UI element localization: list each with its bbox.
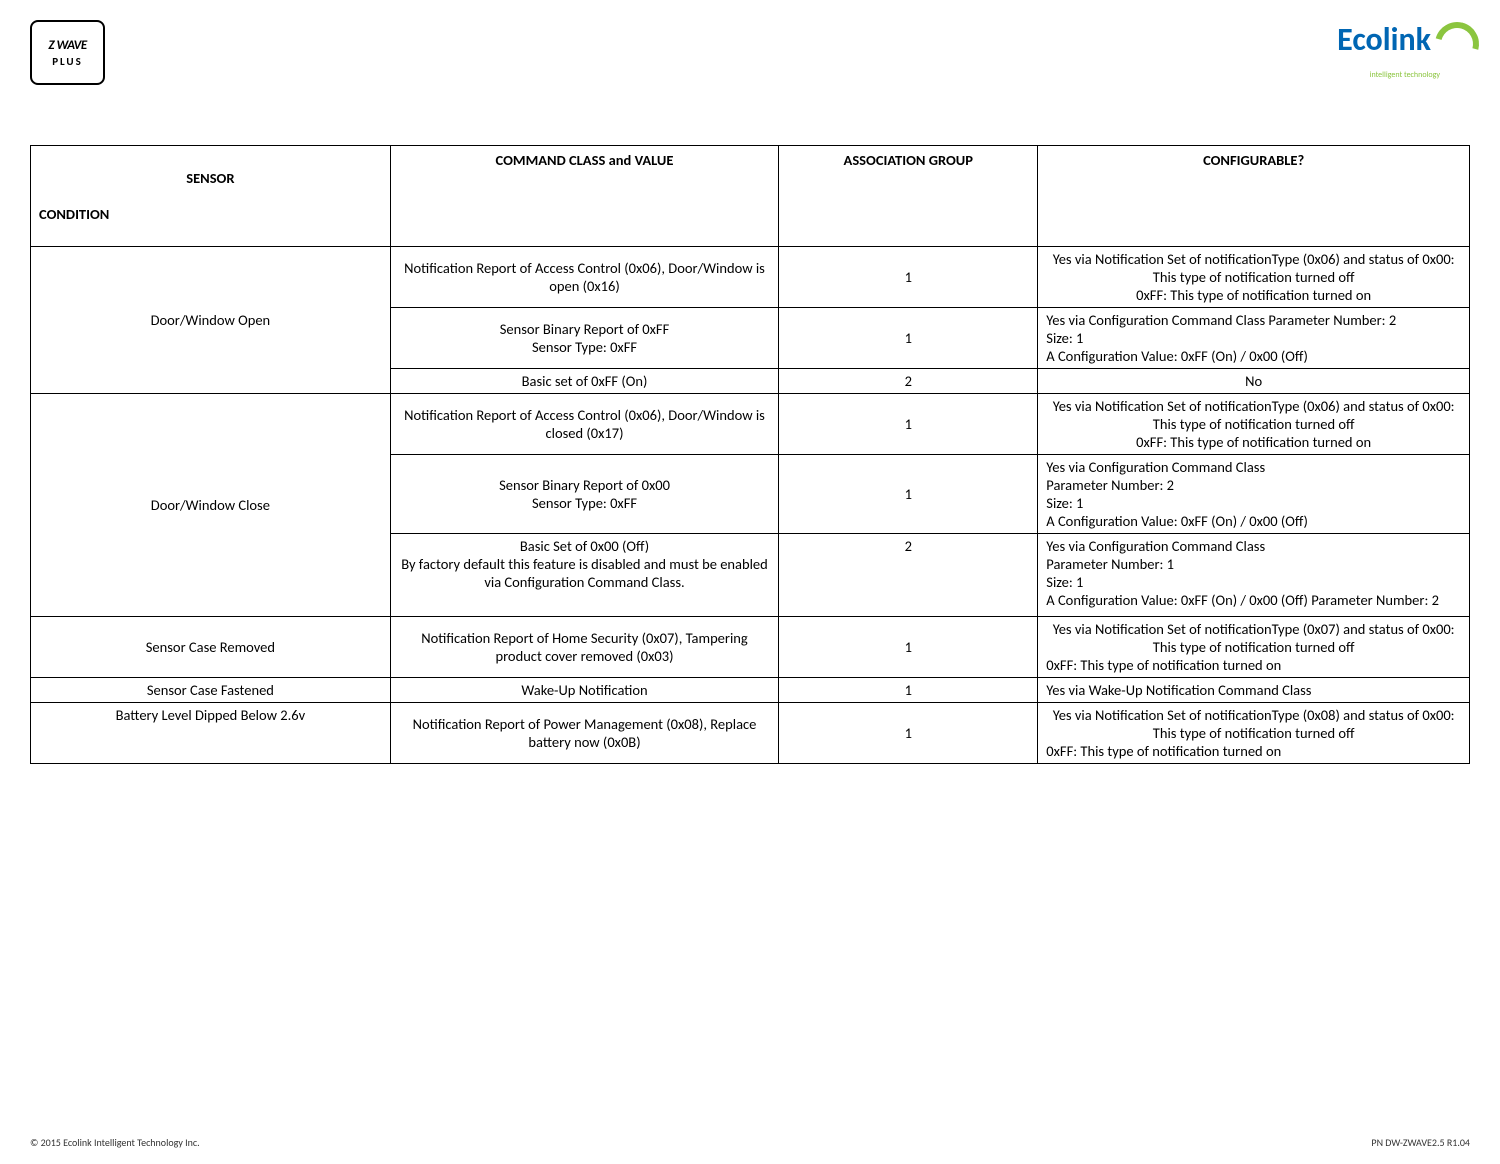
cell-command-class: Notification Report of Home Security (0x… (390, 617, 779, 678)
zwave-plus-logo: Z WAVE PLUS (30, 20, 105, 85)
table-row: Door/Window OpenNotification Report of A… (31, 247, 1470, 308)
cell-sensor-condition: Door/Window Open (31, 247, 391, 394)
cell-configurable: No (1038, 369, 1470, 394)
cell-configurable: Yes via Configuration Command Class Para… (1038, 534, 1470, 617)
footer: © 2015 Ecolink Intelligent Technology In… (30, 1136, 1470, 1149)
sensor-table: SENSOR CONDITION COMMAND CLASS and VALUE… (30, 145, 1470, 764)
cell-configurable: Yes via Wake-Up Notification Command Cla… (1038, 678, 1470, 703)
table-body: Door/Window OpenNotification Report of A… (31, 247, 1470, 764)
cell-configurable: Yes via Notification Set of notification… (1038, 394, 1470, 455)
header-command-class: COMMAND CLASS and VALUE (390, 146, 779, 247)
cell-association-group: 1 (779, 703, 1038, 764)
header-sensor-line2: CONDITION (39, 205, 382, 223)
cell-configurable: Yes via Notification Set of notification… (1038, 617, 1470, 678)
header-association-group: ASSOCIATION GROUP (779, 146, 1038, 247)
cell-configurable: Yes via Notification Set of notification… (1038, 703, 1470, 764)
table-header-row: SENSOR CONDITION COMMAND CLASS and VALUE… (31, 146, 1470, 247)
cell-command-class: Notification Report of Power Management … (390, 703, 779, 764)
table-row: Sensor Case RemovedNotification Report o… (31, 617, 1470, 678)
cell-association-group: 1 (779, 455, 1038, 534)
cell-command-class: Notification Report of Access Control (0… (390, 394, 779, 455)
cell-association-group: 1 (779, 617, 1038, 678)
cell-association-group: 1 (779, 394, 1038, 455)
ecolink-swoosh-icon (1435, 22, 1470, 57)
cell-configurable: Yes via Notification Set of notification… (1038, 247, 1470, 308)
cell-association-group: 1 (779, 678, 1038, 703)
cell-command-class: Wake-Up Notification (390, 678, 779, 703)
zwave-logo-text: Z WAVE (48, 38, 86, 53)
zwave-logo-plus: PLUS (52, 55, 83, 68)
ecolink-logo-text: Ecolink (1337, 20, 1431, 59)
cell-sensor-condition: Battery Level Dipped Below 2.6v (31, 703, 391, 764)
table-row: Battery Level Dipped Below 2.6vNotificat… (31, 703, 1470, 764)
cell-command-class: Sensor Binary Report of 0x00 Sensor Type… (390, 455, 779, 534)
cell-command-class: Notification Report of Access Control (0… (390, 247, 779, 308)
footer-copyright: © 2015 Ecolink Intelligent Technology In… (30, 1136, 200, 1149)
header-sensor-line1: SENSOR (39, 169, 382, 187)
cell-command-class: Sensor Binary Report of 0xFF Sensor Type… (390, 308, 779, 369)
cell-association-group: 2 (779, 369, 1038, 394)
footer-part-number: PN DW-ZWAVE2.5 R1.04 (1371, 1136, 1470, 1149)
cell-association-group: 2 (779, 534, 1038, 617)
header: Z WAVE PLUS Ecolink intelligent technolo… (30, 20, 1470, 85)
header-sensor-condition: SENSOR CONDITION (31, 146, 391, 247)
cell-command-class: Basic Set of 0x00 (Off) By factory defau… (390, 534, 779, 617)
cell-sensor-condition: Door/Window Close (31, 394, 391, 617)
cell-sensor-condition: Sensor Case Removed (31, 617, 391, 678)
cell-configurable: Yes via Configuration Command Class Para… (1038, 308, 1470, 369)
cell-sensor-condition: Sensor Case Fastened (31, 678, 391, 703)
header-configurable: CONFIGURABLE? (1038, 146, 1470, 247)
cell-association-group: 1 (779, 308, 1038, 369)
ecolink-logo-subtitle: intelligent technology (1370, 70, 1440, 80)
ecolink-logo: Ecolink (1337, 20, 1470, 59)
cell-command-class: Basic set of 0xFF (On) (390, 369, 779, 394)
table-row: Sensor Case FastenedWake-Up Notification… (31, 678, 1470, 703)
table-row: Door/Window CloseNotification Report of … (31, 394, 1470, 455)
cell-configurable: Yes via Configuration Command Class Para… (1038, 455, 1470, 534)
cell-association-group: 1 (779, 247, 1038, 308)
